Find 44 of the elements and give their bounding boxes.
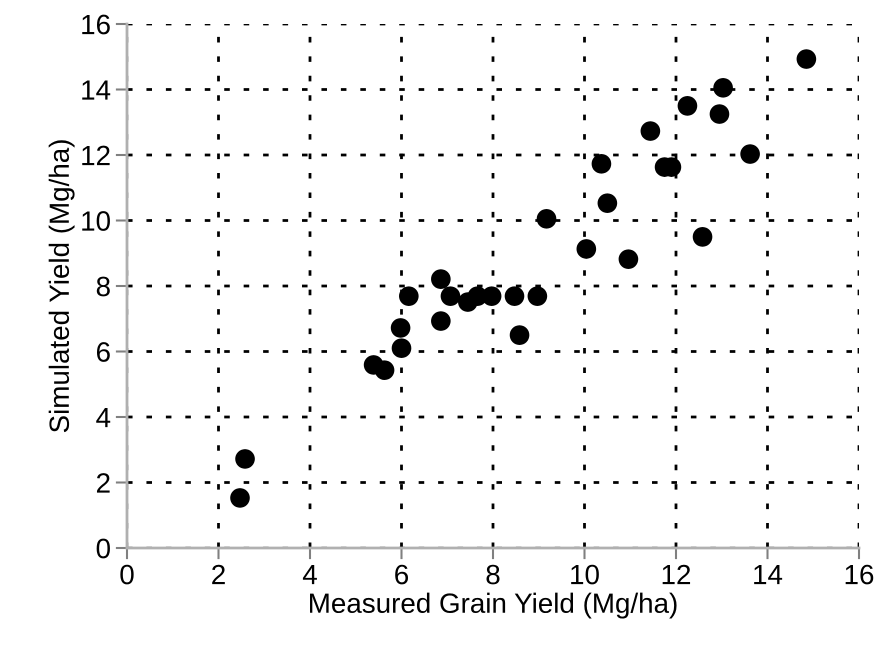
point [431,311,451,331]
point [374,360,394,380]
point [796,49,816,69]
y-tick-label: 14 [82,80,110,100]
point [536,209,556,229]
point [598,193,618,213]
x-axis-title: Measured Grain Yield (Mg/ha) [310,592,677,619]
x-tick-label: 0 [120,564,134,584]
y-tick-label: 0 [96,538,110,558]
y-tick-label: 10 [82,211,110,231]
point [510,325,530,345]
point [390,318,410,338]
point [504,286,524,306]
x-tick-label: 2 [212,564,225,584]
y-tick-label: 2 [96,473,110,493]
point [392,338,412,358]
y-tick-label: 6 [96,342,110,362]
point [740,144,760,164]
point [692,227,712,247]
x-tick-label: 16 [846,564,874,584]
x-tick-label: 12 [662,564,690,584]
x-tick-label: 14 [754,564,782,584]
point [618,249,638,269]
point [230,488,250,508]
y-tick-label: 8 [96,276,110,296]
y-tick-label: 4 [96,408,110,428]
point [431,269,451,289]
point [592,154,612,174]
y-axis-title: Simulated Yield (Mg/ha) [48,140,75,432]
point [640,121,660,141]
x-tick-label: 6 [395,564,408,584]
x-tick-label: 10 [571,564,599,584]
x-tick-label: 8 [486,564,500,584]
point [528,286,548,306]
point [440,286,460,306]
y-tick-label: 12 [82,146,110,166]
point [399,286,419,306]
point [235,449,255,469]
point [678,96,698,116]
point [710,104,730,124]
point [713,78,733,98]
y-tick-label: 16 [82,14,110,34]
point [576,239,596,259]
x-tick-label: 4 [302,564,317,584]
